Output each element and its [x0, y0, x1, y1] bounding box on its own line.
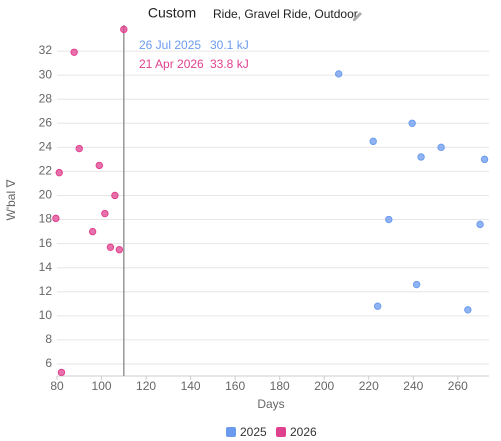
x-tick-label: 180 — [270, 379, 290, 393]
chart-title: Custom — [148, 5, 196, 21]
point — [88, 227, 97, 236]
y-tick-label: 16 — [39, 236, 53, 250]
point — [111, 191, 119, 200]
point — [369, 137, 377, 146]
point — [408, 119, 416, 127]
x-axis-label: Days — [257, 397, 284, 411]
y-tick-label: 14 — [39, 260, 53, 274]
y-tick-label: 18 — [39, 212, 53, 226]
y-tick-label: 32 — [39, 43, 53, 57]
y-tick-label: 12 — [39, 284, 53, 298]
y-tick-label: 20 — [39, 188, 53, 202]
point — [373, 302, 382, 310]
x-tick-label: 120 — [136, 379, 156, 393]
point — [115, 245, 124, 254]
legend-label[interactable]: 2025 — [240, 425, 267, 439]
tooltip-date: 21 Apr 2026 — [139, 57, 204, 71]
point — [101, 209, 109, 218]
point — [334, 70, 343, 78]
point — [417, 153, 425, 161]
y-tick-label: 26 — [39, 115, 53, 129]
point — [52, 214, 60, 223]
x-tick-label: 200 — [314, 379, 334, 393]
y-tick-label: 6 — [45, 356, 52, 370]
y-tick-label: 30 — [39, 67, 53, 81]
tooltip-value: 33.8 kJ — [210, 57, 249, 71]
y-tick-label: 24 — [39, 140, 53, 154]
edit-icon[interactable] — [353, 12, 362, 21]
tooltip-date: 26 Jul 2025 — [139, 38, 201, 52]
tooltip-value: 30.1 kJ — [210, 38, 249, 52]
y-axis-label: W'bal ∇ — [4, 179, 18, 221]
point — [464, 306, 472, 314]
point — [106, 243, 115, 251]
point — [480, 155, 489, 164]
y-tick-label: 10 — [39, 308, 53, 322]
x-tick-label: 140 — [181, 379, 201, 393]
point — [120, 25, 128, 34]
x-tick-label: 80 — [50, 379, 64, 393]
y-tick-label: 22 — [39, 164, 53, 178]
point — [476, 220, 484, 229]
point — [437, 143, 445, 152]
point — [70, 48, 78, 56]
legend-swatch[interactable] — [226, 427, 236, 437]
y-tick-label: 28 — [39, 91, 53, 105]
chart-subtitle: Ride, Gravel Ride, Outdoor — [213, 7, 358, 21]
y-tick-label: 8 — [45, 332, 52, 346]
x-tick-label: 240 — [403, 379, 423, 393]
x-tick-label: 220 — [359, 379, 379, 393]
point — [57, 368, 66, 377]
point — [75, 144, 83, 153]
legend-swatch[interactable] — [276, 427, 286, 437]
point — [95, 161, 104, 170]
point — [55, 168, 63, 177]
x-tick-label: 160 — [225, 379, 245, 393]
point — [385, 215, 393, 224]
x-tick-label: 260 — [448, 379, 468, 393]
x-tick-label: 100 — [92, 379, 112, 393]
point — [412, 280, 421, 289]
legend-label[interactable]: 2026 — [290, 425, 317, 439]
